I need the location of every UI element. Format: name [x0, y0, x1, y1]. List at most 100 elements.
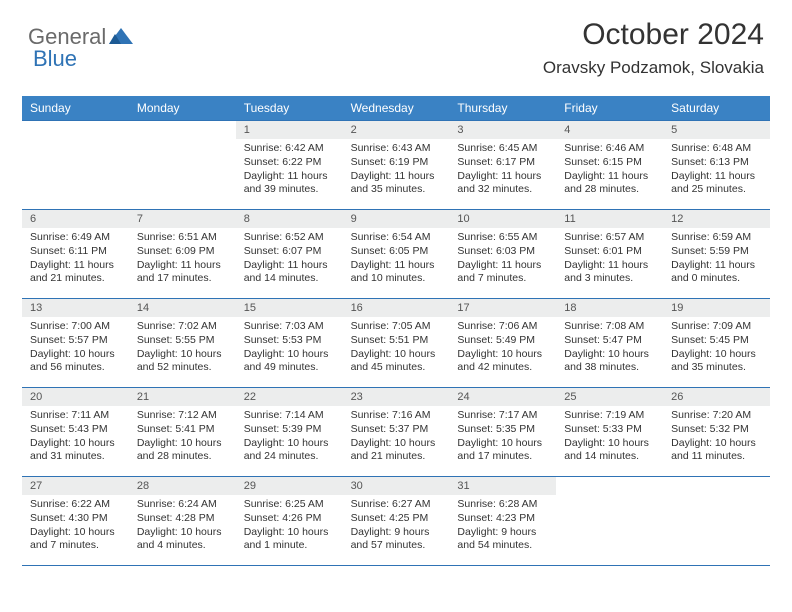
day-body: Sunrise: 6:28 AMSunset: 4:23 PMDaylight:… [449, 495, 556, 557]
sunset-text: Sunset: 5:55 PM [137, 334, 228, 348]
week-row: 1Sunrise: 6:42 AMSunset: 6:22 PMDaylight… [22, 120, 770, 209]
sunrise-text: Sunrise: 6:54 AM [351, 231, 442, 245]
day-number: 25 [556, 388, 663, 406]
day-number: 29 [236, 477, 343, 495]
sunrise-text: Sunrise: 7:12 AM [137, 409, 228, 423]
day-number: 20 [22, 388, 129, 406]
dow-cell: Wednesday [343, 96, 450, 120]
week-row: 6Sunrise: 6:49 AMSunset: 6:11 PMDaylight… [22, 209, 770, 298]
sunrise-text: Sunrise: 6:24 AM [137, 498, 228, 512]
day-body: Sunrise: 7:02 AMSunset: 5:55 PMDaylight:… [129, 317, 236, 379]
day-cell: 28Sunrise: 6:24 AMSunset: 4:28 PMDayligh… [129, 477, 236, 565]
daylight-text: Daylight: 11 hours and 0 minutes. [671, 259, 762, 286]
day-number: 4 [556, 121, 663, 139]
sunrise-text: Sunrise: 6:52 AM [244, 231, 335, 245]
sunrise-text: Sunrise: 6:57 AM [564, 231, 655, 245]
day-cell [22, 121, 129, 209]
daylight-text: Daylight: 10 hours and 42 minutes. [457, 348, 548, 375]
dow-cell: Tuesday [236, 96, 343, 120]
sunset-text: Sunset: 5:43 PM [30, 423, 121, 437]
day-cell: 20Sunrise: 7:11 AMSunset: 5:43 PMDayligh… [22, 388, 129, 476]
daylight-text: Daylight: 10 hours and 14 minutes. [564, 437, 655, 464]
week-row: 27Sunrise: 6:22 AMSunset: 4:30 PMDayligh… [22, 476, 770, 565]
day-body: Sunrise: 7:20 AMSunset: 5:32 PMDaylight:… [663, 406, 770, 468]
day-number: 7 [129, 210, 236, 228]
day-cell: 11Sunrise: 6:57 AMSunset: 6:01 PMDayligh… [556, 210, 663, 298]
sunrise-text: Sunrise: 7:06 AM [457, 320, 548, 334]
sunset-text: Sunset: 6:11 PM [30, 245, 121, 259]
sunrise-text: Sunrise: 7:09 AM [671, 320, 762, 334]
dow-cell: Monday [129, 96, 236, 120]
sunrise-text: Sunrise: 7:20 AM [671, 409, 762, 423]
day-body: Sunrise: 7:12 AMSunset: 5:41 PMDaylight:… [129, 406, 236, 468]
day-number: 26 [663, 388, 770, 406]
day-body: Sunrise: 6:43 AMSunset: 6:19 PMDaylight:… [343, 139, 450, 201]
daylight-text: Daylight: 11 hours and 17 minutes. [137, 259, 228, 286]
sunrise-text: Sunrise: 6:51 AM [137, 231, 228, 245]
day-cell: 6Sunrise: 6:49 AMSunset: 6:11 PMDaylight… [22, 210, 129, 298]
day-cell: 10Sunrise: 6:55 AMSunset: 6:03 PMDayligh… [449, 210, 556, 298]
day-number: 2 [343, 121, 450, 139]
day-body: Sunrise: 7:05 AMSunset: 5:51 PMDaylight:… [343, 317, 450, 379]
logo-text-blue: Blue [33, 46, 77, 71]
sunset-text: Sunset: 6:15 PM [564, 156, 655, 170]
day-cell: 25Sunrise: 7:19 AMSunset: 5:33 PMDayligh… [556, 388, 663, 476]
day-body: Sunrise: 7:08 AMSunset: 5:47 PMDaylight:… [556, 317, 663, 379]
day-number: 23 [343, 388, 450, 406]
sunset-text: Sunset: 5:41 PM [137, 423, 228, 437]
day-body: Sunrise: 6:27 AMSunset: 4:25 PMDaylight:… [343, 495, 450, 557]
day-cell: 2Sunrise: 6:43 AMSunset: 6:19 PMDaylight… [343, 121, 450, 209]
daylight-text: Daylight: 11 hours and 28 minutes. [564, 170, 655, 197]
day-number: 18 [556, 299, 663, 317]
daylight-text: Daylight: 10 hours and 52 minutes. [137, 348, 228, 375]
daylight-text: Daylight: 10 hours and 21 minutes. [351, 437, 442, 464]
sunrise-text: Sunrise: 6:49 AM [30, 231, 121, 245]
day-body: Sunrise: 6:24 AMSunset: 4:28 PMDaylight:… [129, 495, 236, 557]
sunset-text: Sunset: 5:57 PM [30, 334, 121, 348]
daylight-text: Daylight: 10 hours and 11 minutes. [671, 437, 762, 464]
sunset-text: Sunset: 6:03 PM [457, 245, 548, 259]
sunset-text: Sunset: 6:05 PM [351, 245, 442, 259]
daylight-text: Daylight: 11 hours and 25 minutes. [671, 170, 762, 197]
day-number: 21 [129, 388, 236, 406]
sunset-text: Sunset: 5:37 PM [351, 423, 442, 437]
daylight-text: Daylight: 10 hours and 4 minutes. [137, 526, 228, 553]
day-number: 12 [663, 210, 770, 228]
day-body: Sunrise: 6:25 AMSunset: 4:26 PMDaylight:… [236, 495, 343, 557]
day-of-week-row: SundayMondayTuesdayWednesdayThursdayFrid… [22, 96, 770, 120]
daylight-text: Daylight: 10 hours and 17 minutes. [457, 437, 548, 464]
day-number: 17 [449, 299, 556, 317]
day-number: 31 [449, 477, 556, 495]
sunrise-text: Sunrise: 6:59 AM [671, 231, 762, 245]
daylight-text: Daylight: 10 hours and 7 minutes. [30, 526, 121, 553]
day-body: Sunrise: 6:52 AMSunset: 6:07 PMDaylight:… [236, 228, 343, 290]
day-body: Sunrise: 7:19 AMSunset: 5:33 PMDaylight:… [556, 406, 663, 468]
sunrise-text: Sunrise: 7:14 AM [244, 409, 335, 423]
day-cell: 9Sunrise: 6:54 AMSunset: 6:05 PMDaylight… [343, 210, 450, 298]
header: General October 2024 Oravsky Podzamok, S… [0, 0, 792, 86]
day-number: 19 [663, 299, 770, 317]
daylight-text: Daylight: 11 hours and 14 minutes. [244, 259, 335, 286]
day-number: 28 [129, 477, 236, 495]
day-number: 14 [129, 299, 236, 317]
day-cell: 13Sunrise: 7:00 AMSunset: 5:57 PMDayligh… [22, 299, 129, 387]
day-number [129, 121, 236, 139]
daylight-text: Daylight: 11 hours and 21 minutes. [30, 259, 121, 286]
sunrise-text: Sunrise: 7:05 AM [351, 320, 442, 334]
day-body: Sunrise: 7:00 AMSunset: 5:57 PMDaylight:… [22, 317, 129, 379]
day-body: Sunrise: 6:49 AMSunset: 6:11 PMDaylight:… [22, 228, 129, 290]
daylight-text: Daylight: 11 hours and 3 minutes. [564, 259, 655, 286]
calendar-bottom-rule [22, 565, 770, 566]
sunset-text: Sunset: 5:39 PM [244, 423, 335, 437]
logo-sub: Blue [33, 46, 77, 72]
sunset-text: Sunset: 5:51 PM [351, 334, 442, 348]
day-body: Sunrise: 6:42 AMSunset: 6:22 PMDaylight:… [236, 139, 343, 201]
sunset-text: Sunset: 5:45 PM [671, 334, 762, 348]
sunset-text: Sunset: 5:53 PM [244, 334, 335, 348]
sunset-text: Sunset: 6:17 PM [457, 156, 548, 170]
day-body: Sunrise: 7:14 AMSunset: 5:39 PMDaylight:… [236, 406, 343, 468]
sunset-text: Sunset: 6:09 PM [137, 245, 228, 259]
dow-cell: Saturday [663, 96, 770, 120]
sunset-text: Sunset: 6:13 PM [671, 156, 762, 170]
day-body: Sunrise: 7:06 AMSunset: 5:49 PMDaylight:… [449, 317, 556, 379]
